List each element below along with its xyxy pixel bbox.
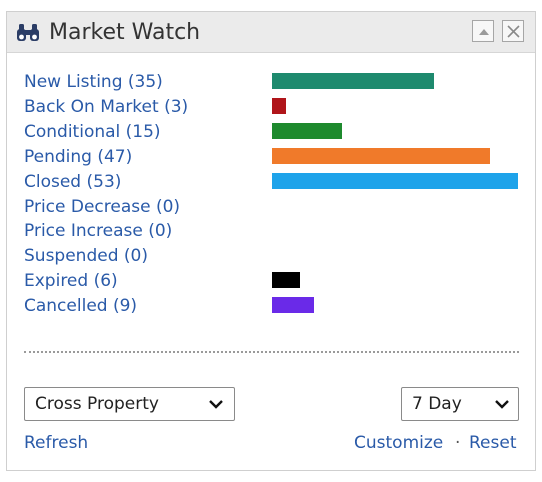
status-link[interactable]: Cancelled (9): [24, 296, 138, 317]
status-link[interactable]: Conditional (15): [24, 121, 161, 142]
close-button[interactable]: [502, 20, 524, 42]
status-link[interactable]: New Listing (35): [24, 72, 163, 92]
status-row: Price Decrease (0): [7, 195, 535, 219]
triangle-up-icon: [479, 29, 489, 35]
status-bar: [272, 147, 490, 164]
divider: [24, 351, 519, 353]
chevron-down-icon: [495, 400, 509, 409]
status-bar: [272, 97, 286, 114]
chevron-down-icon: [209, 400, 223, 409]
status-bar: [272, 297, 314, 314]
status-bar: [272, 73, 434, 89]
property-type-select[interactable]: Cross Property: [24, 387, 235, 421]
status-bar: [272, 272, 300, 289]
status-bar: [272, 122, 342, 139]
binoculars-icon: [17, 24, 39, 41]
close-icon: [507, 25, 520, 38]
period-select[interactable]: 7 Day: [401, 387, 519, 421]
status-row: Back On Market (3): [7, 95, 535, 119]
status-row: Closed (53): [7, 170, 535, 194]
status-bar: [272, 172, 518, 189]
link-separator: ·: [455, 433, 461, 453]
status-link[interactable]: Suspended (0): [24, 246, 148, 267]
status-link[interactable]: Price Increase (0): [24, 221, 173, 242]
reset-link[interactable]: Reset: [469, 433, 517, 453]
status-row: Conditional (15): [7, 120, 535, 144]
refresh-link[interactable]: Refresh: [24, 433, 89, 453]
status-link[interactable]: Expired (6): [24, 271, 118, 292]
status-row: Cancelled (9): [7, 294, 535, 318]
status-link[interactable]: Pending (47): [24, 146, 133, 167]
status-link[interactable]: Closed (53): [24, 171, 122, 192]
status-row: Price Increase (0): [7, 219, 535, 243]
customize-link[interactable]: Customize: [354, 433, 444, 453]
widget-header: Market Watch: [7, 12, 535, 53]
market-watch-widget: Market Watch New Listing (35) Back On Mar…: [6, 11, 536, 471]
status-row: Pending (47): [7, 145, 535, 169]
status-row: Suspended (0): [7, 244, 535, 268]
status-link[interactable]: Price Decrease (0): [24, 196, 181, 217]
collapse-button[interactable]: [472, 20, 494, 42]
property-type-value: Cross Property: [35, 394, 159, 414]
status-row: New Listing (35): [7, 70, 535, 94]
period-value: 7 Day: [412, 394, 462, 414]
widget-title: Market Watch: [49, 20, 201, 45]
status-row: Expired (6): [7, 269, 535, 293]
status-link[interactable]: Back On Market (3): [24, 96, 189, 117]
